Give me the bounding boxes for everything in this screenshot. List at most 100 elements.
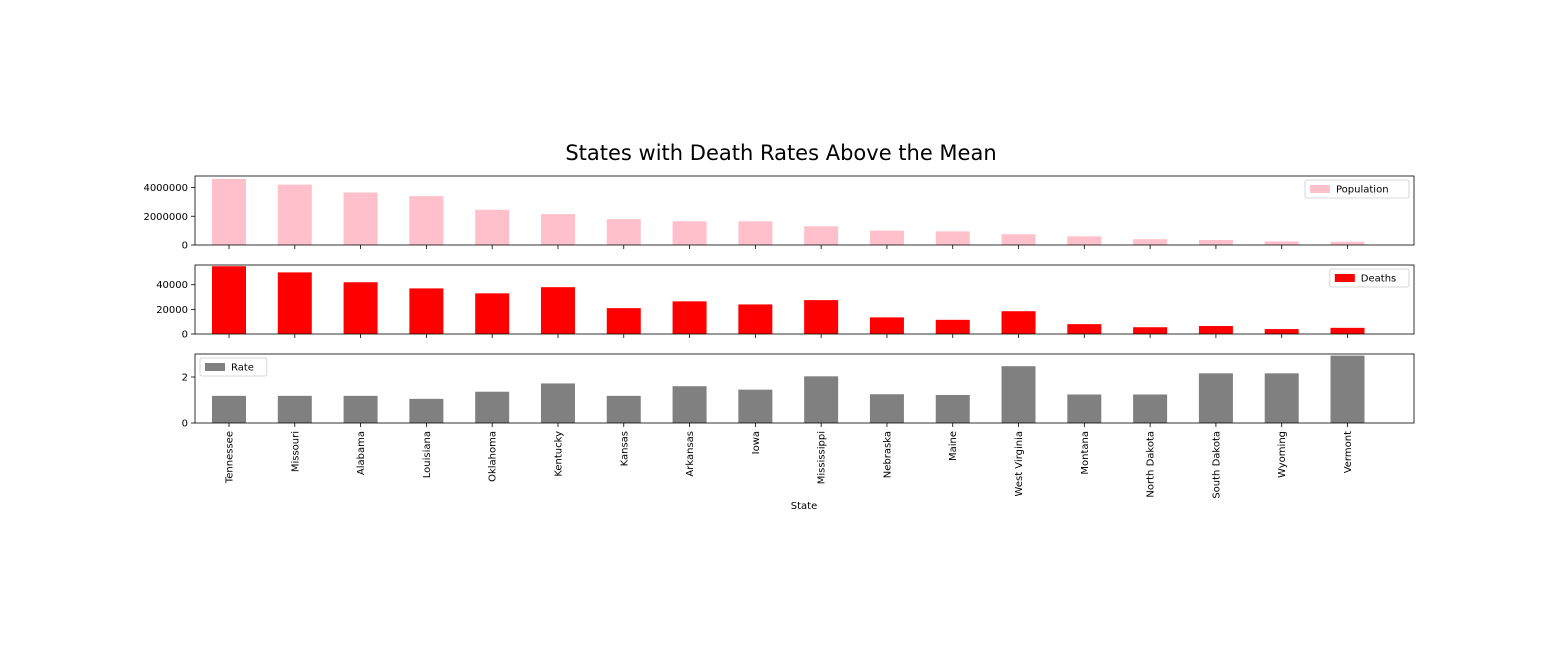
legend-box <box>1329 268 1410 288</box>
bar-population-wyoming <box>1264 241 1299 245</box>
x-tick-label: Oklahoma <box>488 431 499 482</box>
x-tick-label: Louisiana <box>422 431 433 478</box>
bar-deaths-mississippi <box>804 300 839 334</box>
bar-rate-alabama <box>343 395 378 423</box>
bar-deaths-tennessee <box>212 266 246 334</box>
bar-rate-west-virginia <box>1001 366 1036 423</box>
bar-population-south-dakota <box>1198 239 1233 245</box>
bar-rate-montana <box>1067 394 1102 423</box>
bar-population-mississippi <box>804 226 839 245</box>
x-tick-label: Vermont <box>1343 431 1354 473</box>
bar-rate-maine <box>935 394 970 423</box>
bar-deaths-nebraska <box>869 317 904 334</box>
legend-population: Population <box>1304 179 1410 199</box>
bar-deaths-iowa <box>738 304 773 334</box>
bar-deaths-south-dakota <box>1198 325 1233 334</box>
axes-frame <box>194 264 1415 335</box>
x-tick-label: Montana <box>1080 431 1091 475</box>
bar-rate-arkansas <box>672 386 707 423</box>
bar-population-west-virginia <box>1001 234 1036 245</box>
x-tick-label: Kansas <box>619 431 630 466</box>
legend-label: Rate <box>231 363 254 374</box>
x-tick-label: South Dakota <box>1211 431 1222 499</box>
bar-population-tennessee <box>212 178 246 246</box>
panel-deaths: 0 20000 40000 Deaths <box>156 264 1415 341</box>
x-tick-label: Kentucky <box>553 431 564 477</box>
x-tick-label: Mississippi <box>817 431 828 484</box>
bar-rate-kentucky <box>540 383 575 423</box>
panels-group: 0 2000000 4000000 Population 0 20000 40000 Deat… <box>143 175 1415 430</box>
bar-population-louisiana <box>409 196 444 246</box>
bar-population-maine <box>935 231 970 245</box>
bar-deaths-west-virginia <box>1001 311 1036 334</box>
x-tick-label: North Dakota <box>1146 431 1157 498</box>
bar-deaths-arkansas <box>672 301 707 334</box>
x-tick-labels: Tennessee Missouri Alabama Louisiana Oklahom… <box>225 431 1355 499</box>
bar-rate-tennessee <box>212 395 246 423</box>
y-tick-label: 20000 <box>156 305 188 316</box>
bar-population-iowa <box>738 221 773 245</box>
bar-rate-nebraska <box>869 394 904 423</box>
legend-box <box>199 357 268 377</box>
y-tick-label: 0 <box>182 241 188 252</box>
x-axis-label: State <box>791 501 817 512</box>
bar-rate-south-dakota <box>1198 373 1233 423</box>
bar-rate-mississippi <box>804 376 839 423</box>
bar-rate-iowa <box>738 389 773 423</box>
legend-swatch <box>1334 274 1355 282</box>
bar-rate-north-dakota <box>1133 394 1168 423</box>
x-tick-label: Wyoming <box>1277 431 1288 478</box>
bar-population-arkansas <box>672 221 707 245</box>
legend-rate: Rate <box>199 357 268 377</box>
bar-population-oklahoma <box>475 209 510 245</box>
y-tick-label: 40000 <box>156 280 188 291</box>
y-tick-label: 0 <box>182 419 188 430</box>
bar-rate-wyoming <box>1264 373 1299 423</box>
x-tick-label: Iowa <box>751 431 762 454</box>
bar-deaths-oklahoma <box>475 293 510 334</box>
x-tick-label: Nebraska <box>882 431 893 478</box>
bar-population-north-dakota <box>1133 239 1168 245</box>
bar-deaths-louisiana <box>409 288 444 334</box>
axes-frame <box>194 353 1415 424</box>
bar-deaths-montana <box>1067 324 1102 334</box>
legend-swatch <box>1310 185 1330 193</box>
bar-population-montana <box>1067 236 1102 246</box>
bar-population-missouri <box>277 184 312 246</box>
bar-rate-vermont <box>1330 355 1365 423</box>
bar-deaths-missouri <box>277 272 312 334</box>
bar-population-nebraska <box>869 230 904 246</box>
x-tick-label: West Virginia <box>1014 431 1025 496</box>
x-tick-label: Tennessee <box>225 431 236 484</box>
bar-rate-louisiana <box>409 398 444 423</box>
bar-deaths-north-dakota <box>1133 327 1168 334</box>
y-tick-label: 4000000 <box>143 183 188 194</box>
legend-label: Deaths <box>1361 274 1396 285</box>
axes-frame <box>194 175 1415 246</box>
x-tick-label: Missouri <box>290 431 301 472</box>
bar-population-kansas <box>606 219 641 246</box>
y-tick-label: 2000000 <box>143 212 188 223</box>
chart-title: States with Death Rates Above the Mean <box>565 141 996 165</box>
panel-population: 0 2000000 4000000 Population <box>143 175 1415 252</box>
legend-deaths: Deaths <box>1329 268 1410 288</box>
bar-deaths-maine <box>935 319 970 334</box>
bar-deaths-alabama <box>343 282 378 334</box>
bar-deaths-kansas <box>606 308 641 335</box>
legend-swatch <box>205 363 225 371</box>
y-tick-label: 2 <box>182 373 188 384</box>
bar-rate-missouri <box>277 395 312 423</box>
legend-label: Population <box>1336 185 1389 196</box>
bar-population-alabama <box>343 192 378 245</box>
legend-box <box>1304 179 1410 199</box>
bar-population-vermont <box>1330 241 1365 245</box>
bar-rate-oklahoma <box>475 391 510 423</box>
y-tick-label: 0 <box>182 330 188 341</box>
bar-population-kentucky <box>540 214 575 245</box>
bar-deaths-wyoming <box>1264 329 1299 334</box>
x-tick-label: Alabama <box>356 431 367 475</box>
bar-deaths-vermont <box>1330 327 1365 334</box>
x-tick-label: Arkansas <box>685 431 696 477</box>
